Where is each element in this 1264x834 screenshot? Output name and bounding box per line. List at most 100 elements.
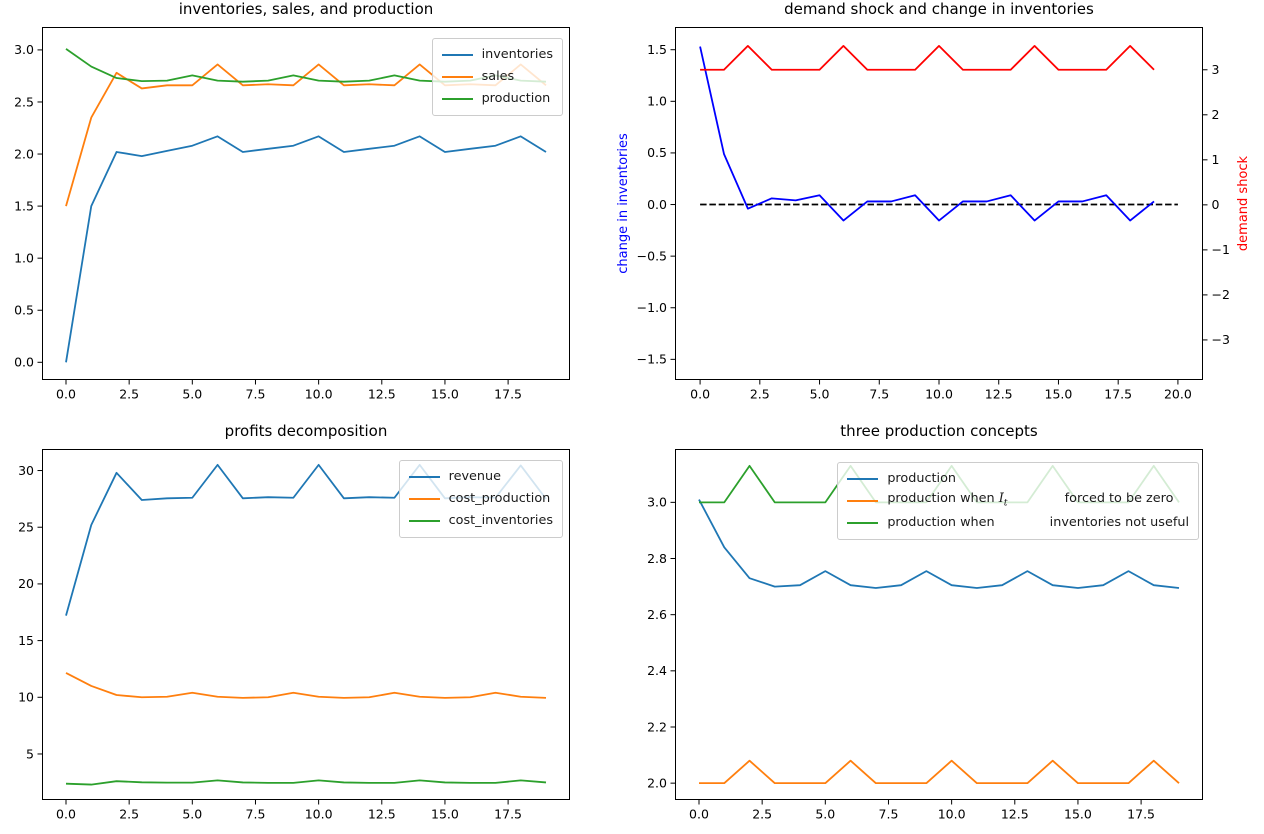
series-line-production-when-it-forced-to-be-zero [699, 759, 1180, 785]
y-tick-label: −0.5 [637, 248, 667, 263]
x-tick-label: 10.0 [305, 807, 333, 822]
y-tick-label: 2.8 [647, 551, 667, 566]
legend-line-sample [847, 477, 879, 481]
x-tick-label: 7.5 [879, 807, 899, 822]
y-tick-label: 2.6 [647, 607, 667, 622]
y-tick-label: 0.5 [14, 303, 34, 318]
y-tick-label: 10 [18, 690, 34, 705]
x-tick-label: 12.5 [985, 387, 1013, 402]
x-tick-label: 17.5 [1127, 807, 1155, 822]
x-tick-label: 5.0 [810, 387, 830, 402]
plot-area: 0.0 2.5 5.0 7.5 10.0 12.5 15.0 17.5 20.01.51.00.… [616, 27, 1251, 402]
axes-spines [42, 27, 570, 380]
y-right-tick-label: 0 [1212, 197, 1220, 212]
y-tick-label: 0.0 [14, 355, 34, 370]
axes-spines [675, 449, 1203, 800]
legend-line-sample [441, 75, 473, 79]
y-right-tick-label: −1 [1212, 242, 1230, 257]
axes-spines [42, 449, 570, 800]
x-tick-label: 10.0 [925, 387, 953, 402]
chart-title: demand shock and change in inventories [784, 0, 1094, 18]
series-line-demand-shock [700, 45, 1155, 71]
x-tick-label: 17.5 [494, 387, 522, 402]
y-right-tick-label: −3 [1212, 332, 1230, 347]
y-tick-label: 20 [18, 576, 34, 591]
y-right-tick-label: −2 [1212, 287, 1230, 302]
subplot-demand-shock-change-in-inventories: demand shock and change in inventories 0… [616, 0, 1251, 402]
y-right-tick-label: 1 [1212, 152, 1220, 167]
y-tick-label: 3.0 [647, 495, 667, 510]
legend-entry: revenue [408, 466, 553, 488]
x-tick-label: 10.0 [938, 807, 966, 822]
y-tick-label: −1.5 [637, 352, 667, 367]
y-tick-label: 2.0 [647, 775, 667, 790]
x-tick-label: 7.5 [869, 387, 889, 402]
legend-label: sales [481, 68, 515, 84]
legend-entry: inventories [441, 44, 553, 66]
legend-label: production [481, 90, 551, 106]
legend-label: cost_inventories [448, 512, 553, 528]
legend-entry: sales [441, 66, 553, 88]
legend-entry: production [847, 468, 1189, 490]
x-tick-label: 17.5 [1104, 387, 1132, 402]
series-line-cost-production [65, 672, 547, 699]
y-tick-label: 2.5 [14, 94, 34, 109]
legend-entry: cost_production [408, 488, 553, 510]
legend-entry: production when inventories not useful [847, 512, 1189, 534]
legend-line-sample [408, 519, 440, 523]
y-tick-label: 1.0 [647, 94, 667, 109]
series-line-inventories [65, 135, 547, 363]
y-tick-label: 30 [18, 463, 34, 478]
legend-line-sample [847, 521, 879, 525]
y-tick-label: 1.5 [647, 42, 667, 57]
x-tick-label: 15.0 [431, 807, 459, 822]
legend-line-sample [441, 97, 473, 101]
legend-line-sample [441, 53, 473, 57]
legend-label: production [887, 470, 957, 486]
legend-label-spacer [1008, 501, 1065, 502]
series-line-production [698, 499, 1180, 589]
legend-entry: production [441, 88, 553, 110]
chart-title: inventories, sales, and production [178, 0, 434, 18]
legend-label: revenue [448, 468, 502, 484]
plot-area: 0.0 2.5 5.0 7.5 10.0 12.5 15.0 17.5 0.0 0.5 1.0 1.5… [14, 27, 570, 402]
x-tick-label: 5.0 [815, 807, 835, 822]
y-right-tick-label: 3 [1212, 62, 1220, 77]
legend-label-spacer [995, 525, 1050, 526]
y-tick-label: 0.0 [647, 197, 667, 212]
legend: inventories sales production [431, 38, 563, 116]
plot-area: 0.0 2.5 5.0 7.5 10.0 12.5 15.0 17.5 5 10 15 20 25 30 [18, 449, 570, 822]
y-tick-label: 25 [18, 520, 34, 535]
y-tick-label: 2.4 [647, 663, 667, 678]
y-right-tick-label: 2 [1212, 107, 1220, 122]
x-tick-label: 5.0 [182, 807, 202, 822]
legend: production production when It forced to be… [837, 462, 1199, 540]
chart-title: three production concepts [840, 422, 1038, 440]
x-tick-label: 0.0 [689, 807, 709, 822]
subplot-inventories-sales-production: inventories, sales, and production 0.0 2.… [14, 0, 570, 402]
subplot-three-production-concepts: three production concepts 0.0 2.5 5.0 7.5 10… [647, 422, 1203, 822]
series-line-cost-inventories [65, 779, 547, 786]
legend-label: inventories [481, 46, 553, 62]
legend-label: production when inventories not useful [887, 514, 1189, 530]
y-axis-label-right: demand shock [1236, 155, 1251, 251]
x-tick-label: 5.0 [182, 387, 202, 402]
y-tick-label: 2.2 [647, 719, 667, 734]
y-tick-label: −1.0 [637, 300, 667, 315]
x-tick-label: 2.5 [752, 807, 772, 822]
legend-line-sample [847, 499, 879, 503]
x-tick-label: 12.5 [368, 387, 396, 402]
legend: revenue cost_production cost_inventories [398, 460, 563, 538]
legend-line-sample [408, 497, 440, 501]
x-tick-label: 12.5 [368, 807, 396, 822]
plot-area: 0.0 2.5 5.0 7.5 10.0 12.5 15.0 17.5 2.0 2.2 2.4 2.6… [647, 449, 1203, 822]
legend-entry: cost_inventories [408, 510, 553, 532]
x-tick-label: 12.5 [1001, 807, 1029, 822]
x-tick-label: 15.0 [431, 387, 459, 402]
axes-spines [675, 27, 1203, 380]
x-tick-label: 15.0 [1045, 387, 1073, 402]
x-tick-label: 0.0 [56, 387, 76, 402]
x-tick-label: 0.0 [690, 387, 710, 402]
y-tick-label: 1.5 [14, 198, 34, 213]
